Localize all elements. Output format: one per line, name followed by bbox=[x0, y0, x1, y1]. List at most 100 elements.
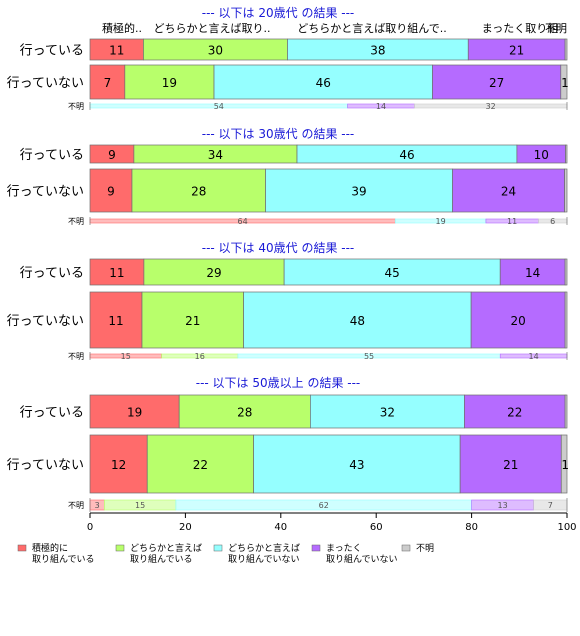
data-label: 15 bbox=[135, 501, 145, 510]
data-label: 24 bbox=[501, 185, 516, 199]
data-label: 16 bbox=[195, 352, 205, 361]
bar-segment bbox=[310, 394, 465, 429]
row-label: 不明 bbox=[68, 501, 84, 510]
data-label: 45 bbox=[385, 266, 400, 280]
column-header: 不明 bbox=[545, 22, 567, 35]
data-label: 54 bbox=[214, 102, 224, 111]
panel: --- 以下は 20歳代 の結果 --- 行っている 11 30 38 21 行っていない 7… bbox=[7, 6, 569, 111]
data-label: 6 bbox=[550, 217, 555, 226]
bar-segment bbox=[565, 144, 568, 164]
legend-label: 取り組んでいる bbox=[130, 553, 193, 565]
bar-segment bbox=[141, 291, 244, 349]
bar-segment bbox=[499, 258, 566, 286]
data-label: 11 bbox=[109, 44, 124, 58]
bar-segment bbox=[560, 64, 568, 100]
data-label: 22 bbox=[507, 406, 522, 420]
data-label: 7 bbox=[104, 76, 112, 90]
data-label: 10 bbox=[534, 148, 549, 162]
row-label: 行っていない bbox=[7, 458, 84, 473]
row-label: 不明 bbox=[68, 217, 84, 226]
panel-title: --- 以下は 30歳代 の結果 --- bbox=[202, 127, 355, 141]
legend: 積極的に取り組んでいるどちらかと言えば取り組んでいるどちらかと言えば取り組んでい… bbox=[17, 542, 434, 565]
data-label: 29 bbox=[206, 266, 221, 280]
row-label: 不明 bbox=[68, 102, 84, 111]
data-label: 20 bbox=[510, 314, 525, 328]
bar-segment bbox=[89, 291, 143, 349]
legend-label: 取り組んでいる bbox=[32, 553, 95, 565]
column-headers: 積極的.. どちらかと言えば取り.. どちらかと言えば取り組んで.. まったく取り組不… bbox=[102, 21, 567, 35]
bar-segment bbox=[243, 291, 472, 349]
row-label: 行っていない bbox=[7, 185, 84, 200]
bar-segment bbox=[283, 258, 501, 286]
panel: --- 以下は 40歳代 の結果 --- 行っている 11 29 45 14 行っていない 1… bbox=[7, 241, 568, 361]
legend-swatch bbox=[17, 544, 27, 552]
bar-segment bbox=[459, 434, 562, 494]
bar-segment bbox=[265, 168, 453, 213]
data-label: 39 bbox=[351, 185, 366, 199]
legend-label: 不明 bbox=[416, 543, 434, 554]
data-label: 19 bbox=[436, 217, 446, 226]
data-label: 30 bbox=[208, 44, 223, 58]
x-tick-label: 60 bbox=[370, 522, 383, 533]
data-label: 19 bbox=[162, 76, 177, 90]
legend-label: 積極的に bbox=[32, 542, 68, 554]
data-label: 48 bbox=[350, 314, 365, 328]
column-header: 積極的.. bbox=[102, 21, 142, 35]
data-label: 21 bbox=[185, 314, 200, 328]
bar-segment bbox=[564, 291, 568, 349]
bar-segment bbox=[146, 434, 254, 494]
row-label: 行っている bbox=[20, 44, 84, 59]
data-label: 64 bbox=[238, 217, 248, 226]
data-label: 7 bbox=[548, 501, 553, 510]
panel: --- 以下は 30歳代 の結果 --- 行っている 9 34 46 10 行っていない 9 2… bbox=[7, 127, 568, 226]
data-label: 22 bbox=[193, 458, 208, 472]
x-tick-label: 80 bbox=[465, 522, 478, 533]
column-header: どちらかと言えば取り組んで.. bbox=[297, 22, 446, 35]
bar-segment bbox=[89, 168, 133, 213]
data-label: 27 bbox=[489, 76, 504, 90]
legend-label: どちらかと言えば bbox=[130, 542, 202, 554]
data-label: 13 bbox=[498, 501, 508, 510]
column-header: どちらかと言えば取り.. bbox=[154, 22, 271, 35]
data-label: 62 bbox=[319, 501, 329, 510]
legend-swatch bbox=[311, 544, 321, 552]
column-header: まったく取り組 bbox=[482, 22, 559, 35]
bar-segment bbox=[464, 394, 566, 429]
data-label: 11 bbox=[108, 314, 123, 328]
x-tick-label: 20 bbox=[179, 522, 192, 533]
bar-segment bbox=[470, 291, 566, 349]
data-label: 1 bbox=[561, 76, 569, 90]
bar-segment bbox=[89, 434, 148, 494]
bar-segment bbox=[89, 258, 145, 286]
data-label: 1 bbox=[561, 458, 569, 472]
data-label: 32 bbox=[486, 102, 496, 111]
data-label: 14 bbox=[376, 102, 386, 111]
row-label: 行っている bbox=[20, 148, 84, 163]
legend-swatch bbox=[401, 544, 411, 552]
bar-segment bbox=[564, 394, 568, 429]
data-label: 9 bbox=[107, 185, 115, 199]
bar-segment bbox=[560, 434, 568, 494]
legend-label: どちらかと言えば bbox=[228, 542, 300, 554]
legend-label: 取り組んでいない bbox=[228, 553, 300, 565]
x-tick-label: 0 bbox=[87, 522, 93, 533]
legend-label: 取り組んでいない bbox=[326, 553, 398, 565]
data-label: 14 bbox=[529, 352, 539, 361]
data-label: 32 bbox=[380, 406, 395, 420]
data-label: 55 bbox=[364, 352, 374, 361]
bar-segment bbox=[564, 258, 568, 286]
bar-segment bbox=[564, 38, 568, 61]
legend-swatch bbox=[115, 544, 125, 552]
row-label: 不明 bbox=[68, 352, 84, 361]
row-label: 行っていない bbox=[7, 76, 84, 91]
bar-segment bbox=[452, 168, 565, 213]
panel-title: --- 以下は 50歳以上 の結果 --- bbox=[196, 376, 361, 390]
row-label: 行っている bbox=[20, 266, 84, 281]
data-label: 14 bbox=[525, 266, 540, 280]
x-axis: 0 20 40 60 80 100 bbox=[87, 512, 577, 533]
bar-segment bbox=[564, 168, 568, 213]
data-label: 15 bbox=[121, 352, 131, 361]
data-label: 34 bbox=[208, 148, 223, 162]
data-label: 9 bbox=[108, 148, 116, 162]
